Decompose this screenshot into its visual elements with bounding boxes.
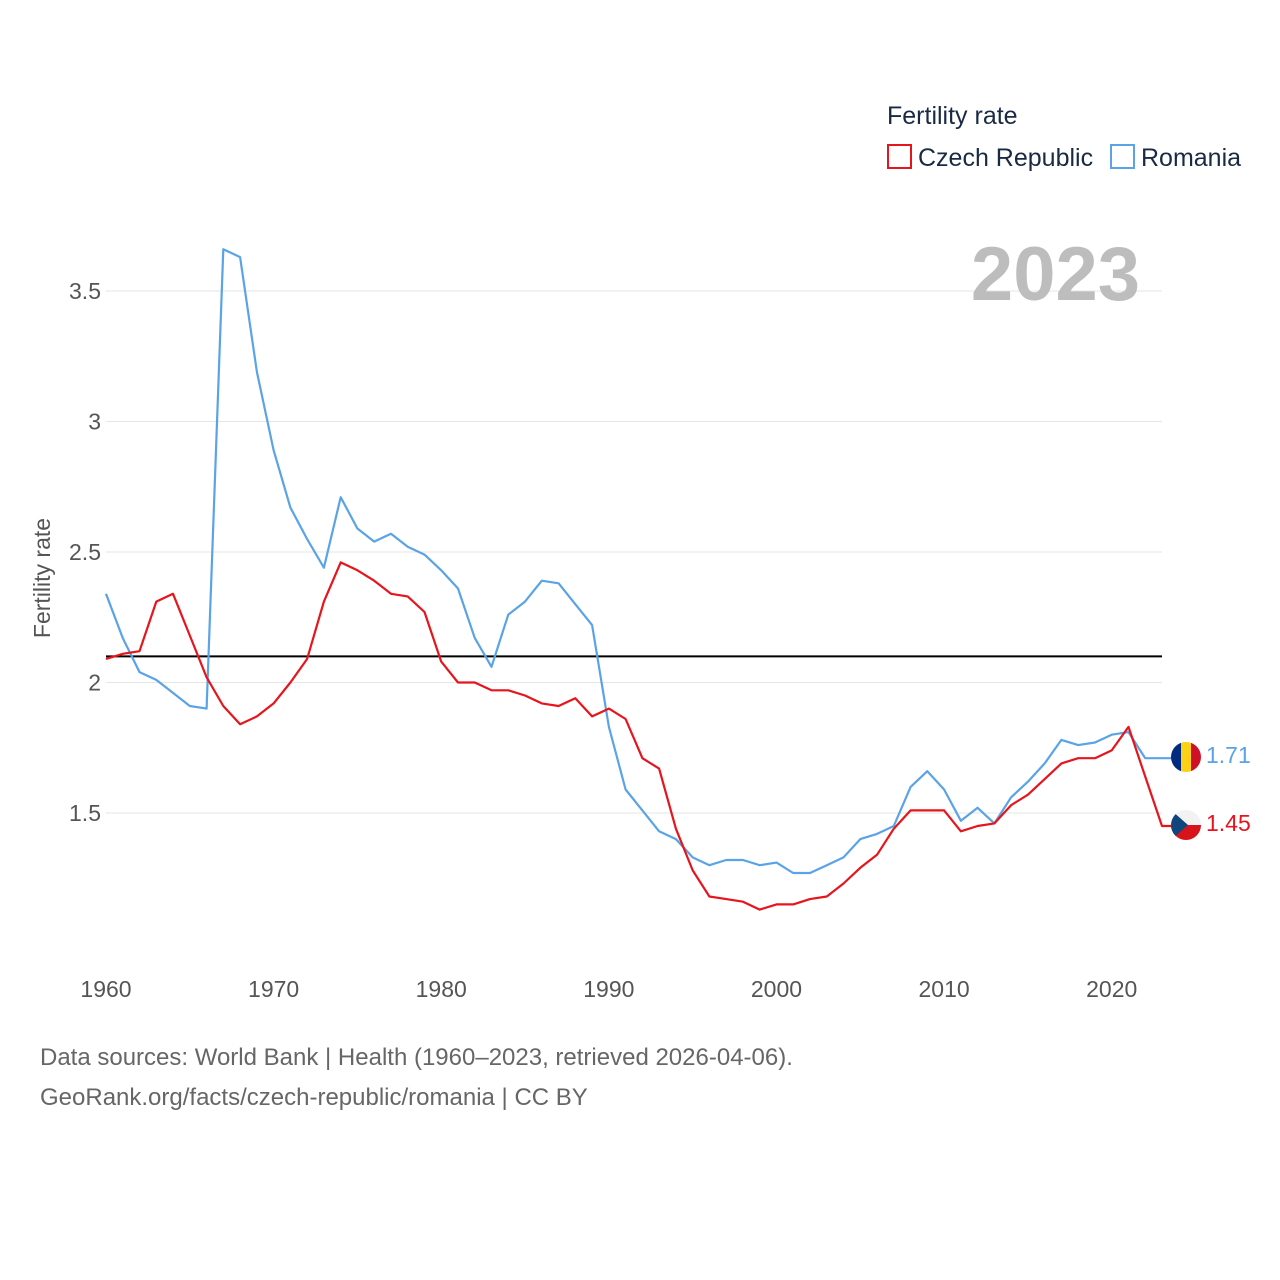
grid-lines	[106, 290, 1162, 814]
x-tick-label-5: 2010	[919, 976, 970, 1002]
year-label: 2023	[971, 232, 1140, 317]
legend-swatch-czech-republic	[887, 144, 912, 169]
x-tick-label-1: 1970	[248, 976, 299, 1002]
czech-flag-icon	[1171, 810, 1201, 840]
source-line-2[interactable]: GeoRank.org/facts/czech-republic/romania…	[40, 1084, 588, 1111]
y-tick-label-1: 2	[88, 670, 101, 696]
y-axis-ticks: 1.5 2 2.5 3 3.5	[69, 278, 101, 826]
source-line-1: Data sources: World Bank | Health (1960–…	[40, 1044, 793, 1071]
x-tick-label-3: 1990	[583, 976, 634, 1002]
x-axis-ticks: 1960 1970 1980 1990 2000 2010 2020	[80, 976, 1137, 1002]
x-tick-label-2: 1980	[416, 976, 467, 1002]
x-tick-label-6: 2020	[1086, 976, 1137, 1002]
series-line-czech-republic	[105, 561, 1172, 911]
legend-item-czech-republic[interactable]: Czech Republic	[887, 144, 1093, 172]
romania-flag-icon	[1171, 742, 1201, 772]
y-tick-label-3: 3	[88, 409, 101, 435]
legend: Fertility rate Czech Republic Romania	[887, 102, 1241, 172]
legend-title: Fertility rate	[887, 102, 1018, 130]
legend-label-czech-republic: Czech Republic	[918, 144, 1093, 172]
y-tick-label-0: 1.5	[69, 800, 101, 826]
end-label-czech-republic: 1.45	[1206, 810, 1251, 836]
x-tick-label-0: 1960	[80, 976, 131, 1002]
legend-item-romania[interactable]: Romania	[1110, 144, 1241, 172]
end-label-romania: 1.71	[1206, 742, 1251, 768]
y-tick-label-2: 2.5	[69, 539, 101, 565]
y-axis-label: Fertility rate	[29, 518, 55, 638]
x-tick-label-4: 2000	[751, 976, 802, 1002]
series-line-romania	[104, 248, 1172, 875]
legend-swatch-romania	[1110, 144, 1135, 169]
legend-label-romania: Romania	[1141, 144, 1241, 172]
series-lines	[104, 248, 1172, 911]
y-tick-label-4: 3.5	[69, 278, 101, 304]
